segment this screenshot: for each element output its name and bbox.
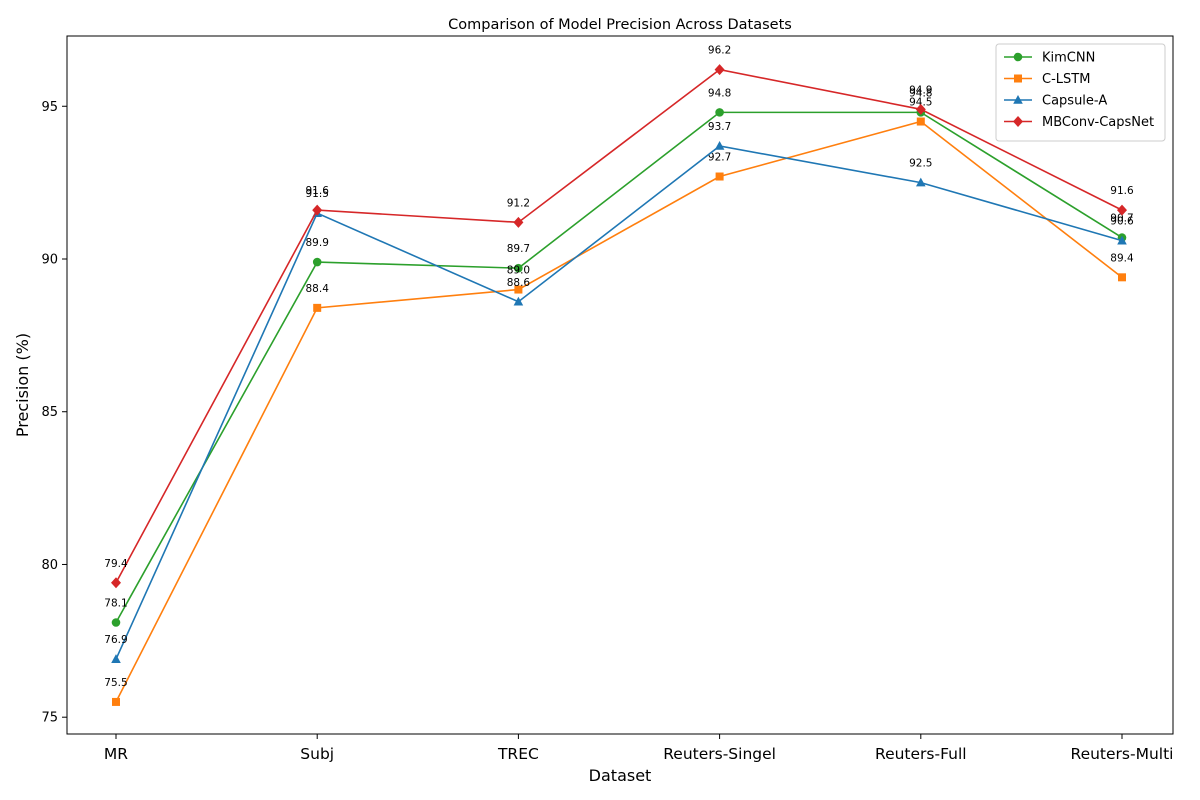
data-point bbox=[513, 216, 524, 228]
series-c-lstm: 75.5 88.4 89.0 92.7 94.5 89.4 bbox=[104, 97, 1134, 706]
x-tick-label: TREC bbox=[497, 745, 539, 763]
legend-marker bbox=[1014, 74, 1022, 83]
data-label: 91.5 bbox=[306, 188, 329, 200]
data-label: 76.9 bbox=[104, 634, 127, 646]
data-point bbox=[715, 172, 724, 181]
data-label: 88.6 bbox=[507, 277, 531, 289]
x-tick-label: Reuters-Multi bbox=[1071, 745, 1174, 763]
data-point bbox=[714, 64, 725, 76]
data-point bbox=[513, 296, 524, 306]
legend-frame bbox=[995, 43, 1166, 142]
legend-item: C-LSTM bbox=[1004, 72, 1090, 87]
x-tick-label: Reuters-Full bbox=[875, 745, 967, 763]
legend-marker bbox=[1013, 52, 1023, 62]
data-label: 89.4 bbox=[1110, 252, 1134, 264]
data-point bbox=[313, 303, 322, 312]
data-point bbox=[916, 177, 926, 187]
data-label: 89.7 bbox=[507, 243, 530, 255]
legend: KimCNN C-LSTM Capsule-A MBConv-CapsNet bbox=[995, 43, 1166, 142]
data-label: 89.0 bbox=[507, 265, 530, 277]
data-label: 96.2 bbox=[708, 45, 731, 57]
data-point bbox=[312, 257, 322, 267]
y-tick-label: 95 bbox=[41, 100, 58, 115]
data-point bbox=[312, 204, 323, 216]
series-line bbox=[115, 145, 1123, 660]
data-point bbox=[714, 140, 725, 150]
data-label: 90.6 bbox=[1110, 216, 1134, 228]
y-tick-label: 75 bbox=[41, 711, 58, 726]
data-label: 92.7 bbox=[708, 152, 731, 164]
data-point bbox=[514, 263, 523, 273]
data-label: 92.5 bbox=[909, 158, 932, 170]
data-point bbox=[915, 103, 926, 115]
data-point bbox=[514, 285, 523, 294]
data-point bbox=[916, 117, 925, 126]
legend-item: KimCNN bbox=[1004, 51, 1095, 66]
y-axis: 75 80 85 90 95 bbox=[41, 100, 67, 726]
chart-title: Comparison of Model Precision Across Dat… bbox=[448, 17, 792, 33]
data-label: 91.2 bbox=[507, 197, 530, 209]
y-tick-label: 85 bbox=[41, 405, 58, 420]
data-label: 91.6 bbox=[1110, 185, 1134, 197]
plot-area: 78.1 89.9 89.7 94.8 94.8 90.7 75.5 88.4 89.0 92.7… bbox=[104, 45, 1134, 706]
data-point bbox=[111, 577, 121, 589]
x-tick-label: MR bbox=[104, 745, 128, 763]
data-label: 93.7 bbox=[708, 121, 731, 133]
series-line bbox=[115, 120, 1123, 703]
data-label: 88.4 bbox=[306, 283, 330, 295]
data-label: 75.5 bbox=[104, 677, 127, 689]
data-point bbox=[1117, 204, 1127, 216]
legend-label: Capsule-A bbox=[1042, 94, 1107, 109]
legend-label: MBConv-CapsNet bbox=[1042, 115, 1154, 130]
data-label: 79.4 bbox=[104, 558, 128, 570]
y-tick-label: 90 bbox=[41, 252, 58, 267]
y-axis-title: Precision (%) bbox=[13, 333, 32, 437]
data-point bbox=[715, 108, 724, 117]
legend-label: KimCNN bbox=[1042, 51, 1095, 66]
legend-item: MBConv-CapsNet bbox=[1004, 115, 1154, 130]
legend-marker bbox=[1013, 95, 1023, 104]
data-label: 90.7 bbox=[1110, 213, 1133, 225]
series-mbconv-capsnet: 79.4 91.6 91.2 96.2 94.9 91.6 bbox=[104, 45, 1134, 589]
series-line bbox=[115, 68, 1123, 584]
data-point bbox=[111, 618, 121, 627]
data-label: 91.6 bbox=[306, 185, 330, 197]
series-capsule-a: 76.9 91.5 88.6 93.7 92.5 90.6 bbox=[104, 121, 1134, 663]
data-label: 94.8 bbox=[708, 87, 731, 99]
data-point bbox=[112, 697, 120, 706]
axes-frame bbox=[66, 35, 1174, 735]
data-label: 94.5 bbox=[909, 97, 932, 109]
data-label: 78.1 bbox=[104, 598, 127, 610]
y-tick-label: 80 bbox=[41, 558, 58, 573]
legend-marker bbox=[1013, 116, 1023, 127]
data-label: 94.9 bbox=[909, 84, 932, 96]
x-axis-title: Dataset bbox=[589, 766, 652, 785]
data-point bbox=[1117, 235, 1127, 245]
x-tick-label: Subj bbox=[300, 745, 334, 763]
x-tick-label: Reuters-Singel bbox=[663, 745, 776, 763]
data-label: 89.9 bbox=[306, 237, 329, 249]
data-point bbox=[111, 654, 121, 663]
legend-label: C-LSTM bbox=[1042, 72, 1090, 87]
legend-item: Capsule-A bbox=[1004, 94, 1107, 109]
data-label: 94.8 bbox=[909, 87, 932, 99]
series-line bbox=[115, 111, 1123, 623]
data-point bbox=[1118, 273, 1126, 282]
x-axis: MR Subj TREC Reuters-Singel Reuters-Full Reut… bbox=[104, 734, 1174, 763]
